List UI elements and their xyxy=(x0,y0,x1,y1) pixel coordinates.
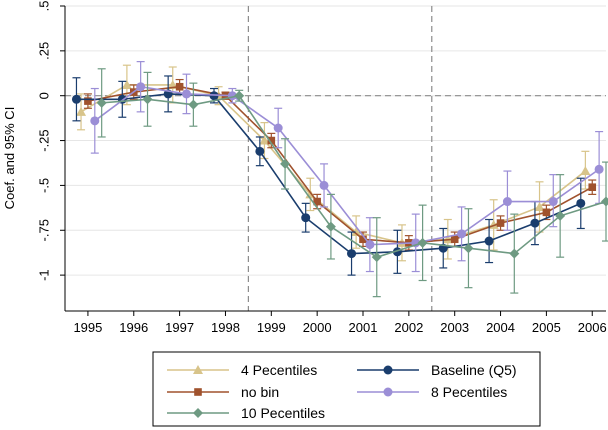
data-point xyxy=(457,229,467,239)
data-point xyxy=(576,198,586,208)
data-point xyxy=(313,197,321,206)
data-point xyxy=(319,180,329,190)
series-line xyxy=(101,94,607,259)
data-point xyxy=(509,248,520,259)
legend-swatch-marker xyxy=(383,365,393,375)
series-line xyxy=(87,85,593,244)
data-point xyxy=(347,249,357,259)
data-point xyxy=(175,82,184,91)
x-tick-label: 1998 xyxy=(211,320,240,335)
series-4 xyxy=(96,68,608,298)
series-3 xyxy=(90,61,604,273)
data-point xyxy=(601,196,608,207)
data-point xyxy=(280,158,291,169)
legend-label: Baseline (Q5) xyxy=(431,362,517,378)
data-point xyxy=(255,146,265,156)
data-point xyxy=(580,166,591,176)
legend-swatch-marker xyxy=(194,388,202,396)
y-tick-label: -.5 xyxy=(36,178,51,193)
x-tick-label: 2006 xyxy=(578,320,607,335)
data-point xyxy=(71,94,81,104)
data-point xyxy=(273,123,283,133)
plot-area-group: .5 .25 0 -.25 -.5 -.75 -1 1995 1996 1997 1998 1999 2… xyxy=(36,1,608,335)
x-tick-label: 1997 xyxy=(165,320,194,335)
data-point xyxy=(301,213,311,223)
legend-label: 8 Pecentiles xyxy=(431,384,507,400)
y-tick-label: .5 xyxy=(36,1,51,12)
x-tick-label: 2000 xyxy=(303,320,332,335)
legend-item: 8 Pecentiles xyxy=(357,384,507,400)
data-point xyxy=(188,99,199,110)
axes: .5 .25 0 -.25 -.5 -.75 -1 1995 1996 1997 1998 1999 2… xyxy=(36,1,606,335)
data-point xyxy=(234,90,245,101)
data-point xyxy=(136,82,146,92)
x-tick-label: 2004 xyxy=(486,320,515,335)
data-point xyxy=(96,97,107,108)
legend-item: 10 Pecentiles xyxy=(167,405,325,421)
data-point xyxy=(365,240,375,250)
legend-swatch-marker xyxy=(383,387,393,397)
data-point xyxy=(542,208,551,217)
data-point xyxy=(588,183,597,192)
legend-label: no bin xyxy=(241,384,279,400)
series-layer xyxy=(71,61,608,298)
data-point xyxy=(76,106,87,116)
data-point xyxy=(359,235,367,244)
x-tick-label: 2001 xyxy=(349,320,378,335)
y-tick-label: -.25 xyxy=(36,129,51,151)
data-point xyxy=(84,97,92,105)
data-point xyxy=(417,237,428,248)
data-point xyxy=(259,135,270,145)
data-point xyxy=(351,227,362,237)
data-point xyxy=(325,221,336,232)
x-tick-label: 1999 xyxy=(257,320,286,335)
data-point xyxy=(484,236,494,246)
legend-item: Baseline (Q5) xyxy=(357,362,517,378)
data-point xyxy=(121,79,132,89)
x-tick-label: 2005 xyxy=(532,320,561,335)
x-tick-label: 2002 xyxy=(394,320,423,335)
legend-label: 4 Pecentiles xyxy=(241,362,317,378)
data-point xyxy=(534,201,545,211)
legend-swatch-marker xyxy=(193,365,203,374)
data-point xyxy=(371,252,382,263)
legend: 4 Pecentiles Baseline (Q5) no bin 8 Pecenti… xyxy=(152,351,541,427)
data-point xyxy=(548,197,558,207)
data-point xyxy=(442,234,453,244)
y-tick-label: -1 xyxy=(36,269,51,281)
legend-item: 4 Pecentiles xyxy=(167,362,317,378)
data-point xyxy=(555,210,566,221)
series-line xyxy=(76,93,582,255)
x-tick-label: 1996 xyxy=(119,320,148,335)
data-point xyxy=(463,243,474,254)
x-tick-label: 2003 xyxy=(440,320,469,335)
series-2 xyxy=(71,75,586,276)
y-tick-label: -.75 xyxy=(36,219,51,241)
x-tick-label: 1995 xyxy=(73,320,102,335)
data-point xyxy=(530,218,540,228)
data-point xyxy=(90,116,100,126)
data-point xyxy=(142,94,153,105)
data-point xyxy=(450,235,459,244)
y-tick-label: .25 xyxy=(36,42,51,60)
data-point xyxy=(267,136,276,145)
legend-swatch-marker xyxy=(193,408,203,418)
data-point xyxy=(496,219,505,227)
legend-item: no bin xyxy=(167,384,279,400)
y-axis-title: Coef. and 95% CI xyxy=(2,107,17,210)
data-point xyxy=(181,89,191,99)
data-point xyxy=(502,197,512,207)
data-point xyxy=(594,164,604,174)
y-tick-label: 0 xyxy=(36,92,51,99)
plot-background xyxy=(65,6,606,311)
legend-label: 10 Pecentiles xyxy=(241,405,325,421)
series-line xyxy=(94,85,600,246)
